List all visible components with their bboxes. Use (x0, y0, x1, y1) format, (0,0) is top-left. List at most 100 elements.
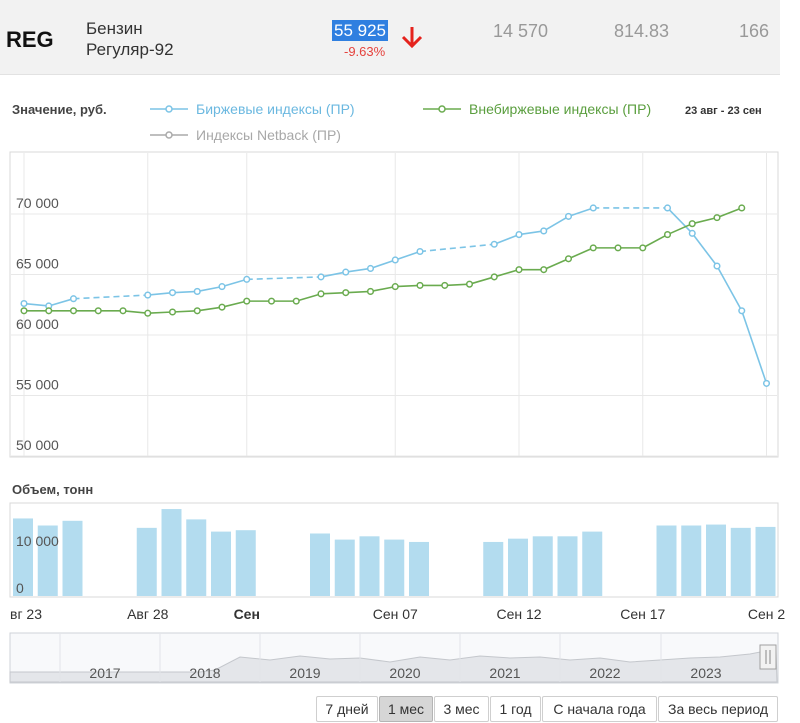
price-chart[interactable]: Значение, руб. Биржевые индексы (ПР) Вне… (0, 74, 800, 694)
series-1-point[interactable] (564, 255, 573, 263)
volume-bar[interactable] (37, 525, 58, 597)
date-range: 23 авг - 23 сен (685, 105, 762, 117)
series-1-point[interactable] (342, 289, 350, 297)
series-0-point[interactable] (540, 227, 548, 235)
series-1-point[interactable] (614, 244, 622, 252)
series-1-point[interactable] (713, 214, 721, 222)
series-0-point[interactable] (762, 379, 771, 387)
series-0-point[interactable] (218, 283, 226, 291)
series-1-point[interactable] (441, 281, 449, 289)
x-tick-label: Сен 12 (496, 606, 541, 622)
series-1-point[interactable] (416, 281, 424, 289)
series-1-point[interactable] (738, 204, 746, 212)
series-0-point[interactable] (193, 287, 201, 295)
series-1-point[interactable] (218, 303, 226, 311)
series-1-point[interactable] (69, 307, 78, 315)
volume-y-tick-label: 10 000 (16, 533, 59, 549)
range-button-5[interactable]: За весь период (658, 696, 778, 722)
series-0-point[interactable] (490, 240, 498, 248)
series-0-point[interactable] (243, 275, 251, 283)
series-0-point[interactable] (69, 295, 78, 303)
volume-bar[interactable] (409, 541, 429, 596)
volume-bar[interactable] (730, 527, 751, 596)
series-0-point[interactable] (564, 212, 573, 220)
volume-bar[interactable] (582, 531, 603, 596)
volume-bar[interactable] (359, 536, 380, 596)
series-1-point[interactable] (144, 309, 152, 317)
series-1-point[interactable] (589, 244, 597, 252)
series-0-point[interactable] (20, 299, 28, 308)
y-tick-label: 60 000 (16, 316, 59, 332)
range-button-3[interactable]: 1 год (490, 696, 541, 722)
volume-bar[interactable] (235, 530, 256, 596)
series-1-point[interactable] (168, 308, 177, 316)
volume-bar[interactable] (13, 518, 33, 596)
navigator-handle[interactable] (759, 644, 777, 670)
price-change: -9.63% (344, 44, 386, 59)
range-button-0[interactable]: 7 дней (316, 696, 378, 722)
series-0-point[interactable] (713, 262, 721, 270)
series-1-point[interactable] (94, 307, 102, 315)
volume-bar[interactable] (136, 527, 157, 596)
volume-bar[interactable] (557, 536, 578, 596)
series-0-segment (419, 243, 495, 253)
series-1-point[interactable] (366, 287, 375, 295)
series-1-point[interactable] (663, 231, 672, 239)
product-name-line2: Регуляр-92 (86, 40, 174, 59)
current-price: 55 925 (332, 20, 388, 41)
series-1-point[interactable] (540, 266, 548, 274)
series-1-point[interactable] (688, 220, 696, 228)
series-1-point[interactable] (515, 266, 523, 274)
volume-bar[interactable] (532, 536, 553, 596)
series-0-point[interactable] (663, 204, 672, 212)
series-1-point[interactable] (267, 297, 276, 305)
volume-bar[interactable] (161, 509, 182, 596)
series-1-point[interactable] (45, 307, 53, 315)
series-0-segment (740, 310, 768, 384)
series-0-point[interactable] (589, 204, 597, 212)
series-1-point[interactable] (292, 297, 300, 305)
series-0-point[interactable] (144, 291, 152, 299)
volume-bar[interactable] (186, 519, 207, 596)
volume-bar[interactable] (211, 531, 231, 596)
series-1-point[interactable] (490, 273, 498, 281)
series-0-point[interactable] (688, 229, 696, 237)
volume-bar[interactable] (334, 539, 355, 596)
series-0-point[interactable] (317, 273, 325, 281)
series-1-point[interactable] (20, 307, 28, 315)
volume-bar[interactable] (310, 533, 330, 596)
volume-bar[interactable] (755, 526, 776, 596)
volume-bar[interactable] (706, 524, 726, 596)
series-0-point[interactable] (416, 247, 424, 256)
legend-otc[interactable]: Внебиржевые индексы (ПР) (423, 101, 651, 117)
series-1-point[interactable] (243, 297, 251, 305)
date-navigator[interactable]: 2017 2018 2019 2020 2021 2022 2023 (9, 632, 779, 684)
series-0-point[interactable] (738, 307, 746, 315)
series-0-point[interactable] (366, 264, 375, 272)
series-0-segment (518, 230, 544, 236)
volume-bar[interactable] (483, 541, 504, 596)
series-0-point[interactable] (168, 289, 177, 297)
instrument-row[interactable]: REG Бензин Регуляр-92 55 925 -9.63% 14 5… (0, 0, 780, 75)
volume-bar[interactable] (384, 539, 405, 596)
series-0-point[interactable] (391, 256, 399, 264)
volume-bar[interactable] (681, 525, 702, 597)
range-button-4[interactable]: С начала года (542, 696, 657, 722)
series-1-point[interactable] (119, 307, 127, 315)
series-0-segment (394, 250, 421, 261)
series-1-point[interactable] (193, 307, 201, 315)
series-1-segment (692, 216, 718, 225)
range-button-2[interactable]: 3 мес (434, 696, 489, 722)
series-0-point[interactable] (515, 231, 523, 239)
volume-bar[interactable] (508, 538, 528, 596)
volume-bar[interactable] (62, 520, 83, 596)
series-1-point[interactable] (465, 280, 474, 288)
series-1-point[interactable] (639, 244, 647, 252)
series-1-point[interactable] (317, 290, 325, 298)
range-button-1[interactable]: 1 мес (379, 696, 433, 722)
legend-exchange[interactable]: Биржевые индексы (ПР) (150, 101, 355, 117)
volume-bar[interactable] (656, 525, 677, 597)
series-0-point[interactable] (342, 268, 350, 276)
legend-netback[interactable]: Индексы Netback (ПР) (150, 127, 341, 143)
series-1-point[interactable] (391, 283, 399, 291)
